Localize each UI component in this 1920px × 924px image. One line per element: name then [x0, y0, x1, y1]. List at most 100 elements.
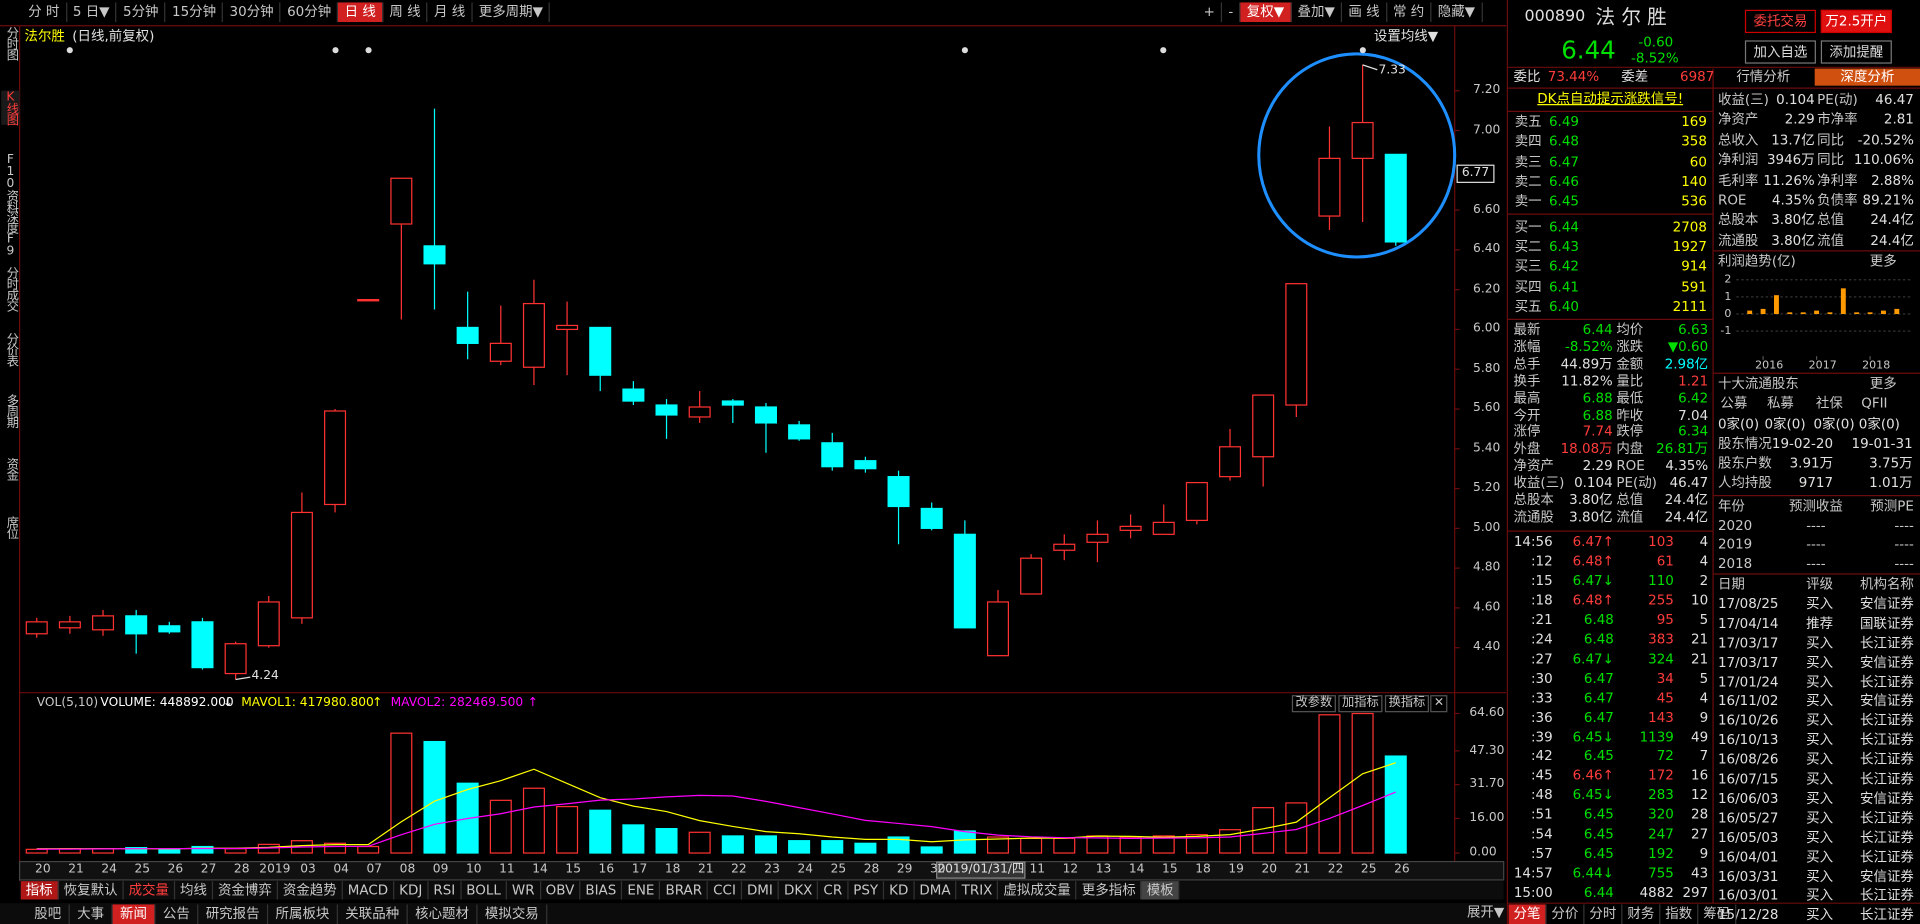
tool-button[interactable]: 隐藏▼ [1432, 2, 1483, 23]
action-button[interactable]: 万2.5开户 [1820, 9, 1892, 34]
period-tab[interactable]: 周 线 [383, 2, 428, 23]
side-tab[interactable]: 资金 [3, 457, 18, 480]
news-tab[interactable]: 股吧 [27, 904, 70, 924]
indicator-tab[interactable]: TRIX [957, 881, 999, 900]
indicator-tab[interactable]: WR [507, 881, 541, 900]
indicator-tab[interactable]: BIAS [580, 881, 623, 900]
label: 收益(三) [1717, 91, 1769, 108]
label: 公募 [1720, 395, 1748, 412]
indicator-tab[interactable]: 指标 [20, 881, 59, 900]
tool-button[interactable]: - [1222, 2, 1241, 23]
panel-tab[interactable]: 行情分析 [1736, 68, 1791, 85]
indicator-tab[interactable]: MACD [343, 881, 395, 900]
indicator-tab[interactable]: 均线 [175, 881, 214, 900]
candle-body [25, 621, 48, 635]
side-tab[interactable]: 多周期 [3, 394, 18, 428]
period-tab[interactable]: 60分钟 [281, 2, 339, 23]
action-button[interactable]: 添加提醒 [1820, 40, 1892, 64]
period-tab[interactable]: 分 时 [22, 2, 67, 23]
panel-button[interactable]: ✕ [1430, 695, 1448, 713]
side-tab[interactable]: 分时图 [3, 26, 18, 60]
side-tab[interactable]: 分时成交 [3, 266, 18, 311]
signal-link[interactable]: DK点自动提示涨跌信号! [1537, 90, 1684, 107]
tool-button-bar: + - 复权▼ 叠加▼ 画 线常 约隐藏▼ [1198, 2, 1483, 23]
label: :51 [1530, 806, 1553, 823]
x-tick-label: 20 [1261, 862, 1278, 877]
news-tab[interactable]: 关联品种 [338, 904, 408, 924]
indicator-tab[interactable]: DMI [742, 881, 780, 900]
tool-button[interactable]: 复权▼ [1240, 2, 1292, 23]
right-tab[interactable]: 指数 [1660, 904, 1699, 924]
tool-button[interactable]: 叠加▼ [1291, 2, 1343, 23]
indicator-tab[interactable]: RSI [428, 881, 462, 900]
indicator-tab[interactable]: DKX [779, 881, 819, 900]
candle-body [1252, 394, 1275, 458]
indicator-tab[interactable]: OBV [541, 881, 581, 900]
indicator-tab[interactable]: 模板 [1141, 881, 1180, 900]
y-tick-label: 4.40 [1473, 640, 1501, 654]
label: 6.44 [1582, 321, 1613, 338]
side-tab[interactable]: F10资料 [3, 152, 18, 212]
right-tab[interactable]: 分价 [1547, 904, 1585, 924]
indicator-tab[interactable]: 恢复默认 [59, 881, 124, 900]
tool-button[interactable]: + [1198, 2, 1223, 23]
period-tab[interactable]: 5 日▼ [67, 2, 117, 23]
panel-button[interactable]: 加指标 [1338, 695, 1383, 713]
indicator-tab[interactable]: CCI [708, 881, 743, 900]
right-tab[interactable]: 财务 [1622, 904, 1661, 924]
event-marker [961, 47, 968, 54]
action-button[interactable]: 委托交易 [1744, 9, 1816, 34]
expand-button[interactable]: 展开▼ [1466, 904, 1505, 921]
ma-button[interactable]: 设置均线▼ [1373, 28, 1439, 45]
x-tick-label: 25 [134, 862, 151, 877]
indicator-tab[interactable]: 资金趋势 [278, 881, 343, 900]
indicator-tab[interactable]: 虚拟成交量 [999, 881, 1077, 900]
side-tab[interactable]: K线图 [1, 90, 20, 125]
label: 4 [1699, 533, 1709, 550]
x-tick-label: 04 [333, 862, 349, 877]
right-tab[interactable]: 筹码 [1698, 904, 1737, 924]
panel-tab[interactable]: 深度分析 [1814, 68, 1920, 86]
news-tab[interactable]: 所属板块 [268, 904, 338, 924]
label: 国联证券 [1860, 615, 1914, 632]
period-tab[interactable]: 更多周期▼ [473, 2, 551, 23]
news-tab[interactable]: 核心题材 [408, 904, 478, 924]
indicator-tab[interactable]: 更多指标 [1077, 881, 1142, 900]
period-tab[interactable]: 月 线 [428, 2, 473, 23]
label: 49 [1691, 728, 1709, 745]
tool-button[interactable]: 画 线 [1342, 2, 1387, 23]
indicator-tab[interactable]: 资金博弈 [213, 881, 278, 900]
more-link[interactable]: 更多 [1869, 253, 1897, 270]
volume-bar [556, 805, 579, 854]
indicator-tab[interactable]: 成交量 [124, 881, 176, 900]
news-tab[interactable]: 新闻 [112, 904, 156, 924]
period-tab[interactable]: 15分钟 [166, 2, 224, 23]
period-tab[interactable]: 30分钟 [223, 2, 281, 23]
legend-entry: MAVOL2: 282469.500 [390, 696, 524, 710]
indicator-tab[interactable]: ENE [622, 881, 661, 900]
news-tab[interactable]: 公告 [156, 904, 199, 924]
indicator-tab[interactable]: KDJ [394, 881, 429, 900]
indicator-tab[interactable]: CR [819, 881, 849, 900]
period-tab[interactable]: 日 线 [338, 2, 384, 23]
candle-body [589, 326, 612, 376]
side-tab[interactable]: 席位 [3, 516, 18, 539]
news-tab[interactable]: 模拟交易 [478, 904, 548, 924]
side-tab[interactable]: 分价表 [3, 332, 18, 366]
panel-button[interactable]: 改参数 [1291, 695, 1336, 713]
indicator-tab[interactable]: PSY [848, 881, 885, 900]
indicator-tab[interactable]: KD [884, 881, 915, 900]
tool-button[interactable]: 常 约 [1387, 2, 1432, 23]
right-tab[interactable]: 分时 [1584, 904, 1623, 924]
news-tab[interactable]: 大事 [70, 904, 113, 924]
indicator-tab[interactable]: BRAR [661, 881, 709, 900]
indicator-tab[interactable]: DMA [914, 881, 957, 900]
period-tab[interactable]: 5分钟 [117, 2, 166, 23]
right-tab[interactable]: 分笔 [1508, 904, 1547, 924]
indicator-tab[interactable]: BOLL [461, 881, 508, 900]
more-link[interactable]: 更多 [1869, 375, 1897, 392]
action-button[interactable]: 加入自选 [1744, 40, 1816, 64]
news-tab[interactable]: 研究报告 [198, 904, 269, 924]
side-tab[interactable]: 深度F9 [3, 210, 18, 258]
panel-button[interactable]: 换指标 [1384, 695, 1429, 713]
